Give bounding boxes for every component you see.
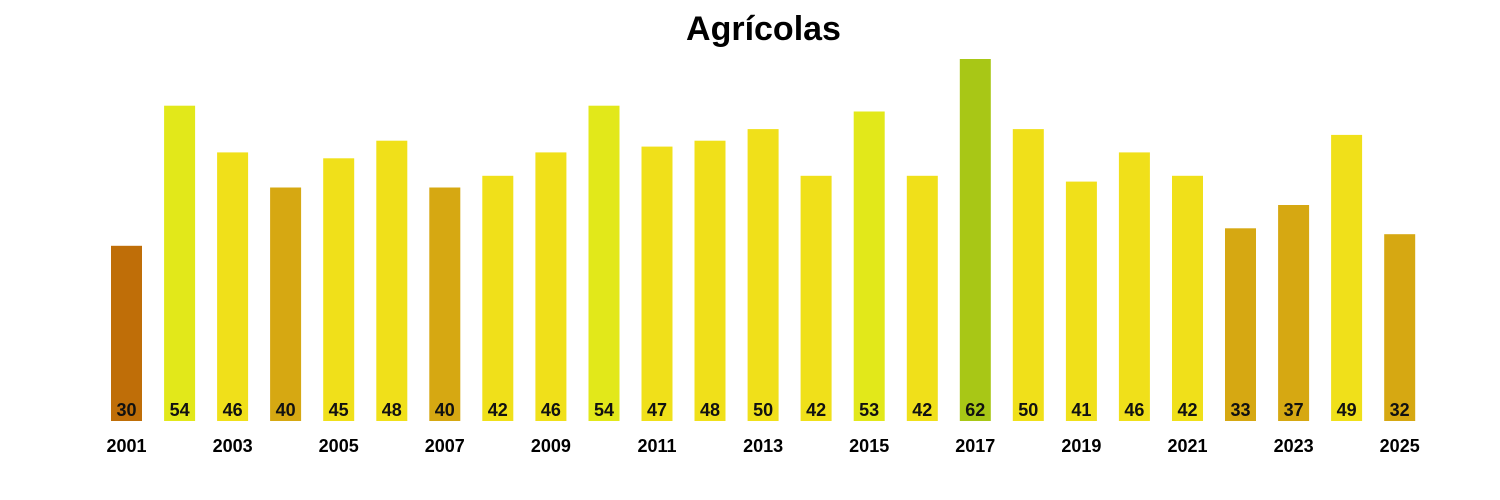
- bar-2010: [588, 105, 620, 421]
- x-tick-label-2017: 2017: [955, 436, 995, 456]
- bar-2004: [270, 187, 302, 421]
- value-label-2021: 42: [1177, 400, 1197, 420]
- x-tick-label-2011: 2011: [637, 436, 676, 456]
- bar-2025: [1384, 234, 1416, 421]
- value-label-2023: 37: [1284, 400, 1304, 420]
- bar-2001: [111, 245, 142, 421]
- bar-2005: [323, 158, 355, 422]
- x-tick-label-2007: 2007: [425, 436, 465, 456]
- value-label-2024: 49: [1337, 400, 1357, 420]
- value-label-2016: 42: [912, 400, 932, 420]
- x-tick-label-2001: 2001: [106, 436, 146, 456]
- chart-title: Agrícolas: [686, 10, 841, 48]
- bar-2020: [1118, 152, 1150, 421]
- bar-2002: [164, 105, 196, 421]
- value-label-2002: 54: [170, 400, 190, 420]
- bar-2009: [535, 152, 567, 421]
- value-label-2022: 33: [1230, 400, 1250, 420]
- value-label-2003: 46: [223, 400, 243, 420]
- bar-2016: [906, 175, 938, 421]
- bar-2014: [800, 175, 832, 421]
- bar-2023: [1278, 205, 1310, 421]
- value-label-2019: 41: [1071, 400, 1091, 420]
- bar-2011: [641, 146, 673, 421]
- bar-2015: [853, 111, 885, 421]
- value-label-2018: 50: [1018, 400, 1038, 420]
- value-label-2012: 48: [700, 400, 720, 420]
- x-tick-label-2021: 2021: [1167, 436, 1207, 456]
- x-tick-label-2015: 2015: [849, 436, 889, 456]
- value-label-2005: 45: [329, 400, 349, 420]
- value-label-2001: 30: [116, 400, 136, 420]
- bar-2003: [217, 152, 249, 421]
- bar-2013: [747, 129, 779, 421]
- value-label-2006: 48: [382, 400, 402, 420]
- value-label-2004: 40: [276, 400, 296, 420]
- bar-2008: [482, 175, 514, 421]
- bar-2018: [1012, 129, 1044, 421]
- value-label-2011: 47: [647, 400, 667, 420]
- bar-2007: [429, 187, 461, 421]
- x-tick-label-2025: 2025: [1380, 436, 1420, 456]
- value-label-2009: 46: [541, 400, 561, 420]
- value-label-2020: 46: [1124, 400, 1144, 420]
- bar-2021: [1172, 175, 1203, 421]
- bar-2012: [694, 140, 726, 421]
- value-label-2017: 62: [965, 400, 985, 420]
- value-label-2008: 42: [488, 400, 508, 420]
- x-tick-label-2023: 2023: [1274, 436, 1314, 456]
- bar-2017: [959, 59, 991, 421]
- value-label-2013: 50: [753, 400, 773, 420]
- value-label-2015: 53: [859, 400, 879, 420]
- x-tick-label-2019: 2019: [1061, 436, 1101, 456]
- value-label-2007: 40: [435, 400, 455, 420]
- bar-2022: [1225, 228, 1256, 421]
- bar-2019: [1065, 181, 1097, 421]
- x-tick-label-2013: 2013: [743, 436, 783, 456]
- x-tick-label-2009: 2009: [531, 436, 571, 456]
- value-label-2010: 54: [594, 400, 614, 420]
- value-label-2014: 42: [806, 400, 826, 420]
- value-label-2025: 32: [1390, 400, 1410, 420]
- bar-2006: [376, 140, 408, 421]
- x-tick-label-2005: 2005: [319, 436, 359, 456]
- bar-2024: [1331, 134, 1363, 421]
- x-tick-label-2003: 2003: [213, 436, 253, 456]
